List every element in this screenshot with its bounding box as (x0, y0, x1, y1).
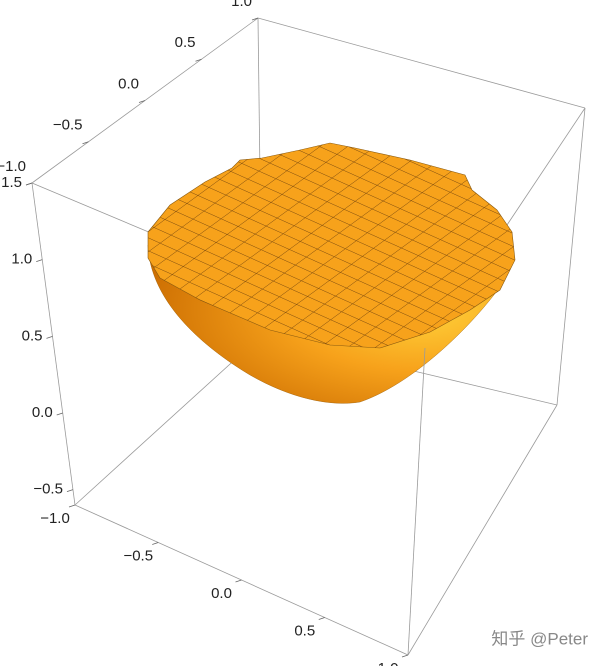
z-tick (25, 182, 33, 186)
x-tick-label: −1.0 (40, 510, 70, 527)
x-tick-label: −0.5 (123, 547, 153, 564)
mesh-line (148, 143, 436, 335)
z-tick-label: −0.5 (33, 481, 63, 498)
mesh-line (171, 143, 515, 173)
mesh-line (148, 143, 459, 348)
mesh-line (160, 143, 515, 181)
y-tick-label: 0.0 (118, 75, 139, 92)
mesh-line (148, 143, 515, 285)
axis-labels: −1.0 −0.5 0.0 0.5 1.0 −1.0 −0.5 0.0 0.5 1.0 −0.5 0.… (0, 0, 409, 666)
mesh-line (148, 143, 448, 348)
x-tick (68, 504, 76, 508)
x-tick (235, 579, 242, 583)
mesh-line (148, 143, 198, 227)
box-edge (407, 347, 426, 656)
mesh-line (148, 143, 470, 348)
mesh-line (148, 143, 515, 277)
mesh-line (148, 143, 470, 348)
mesh-line (148, 143, 492, 341)
mesh-line (148, 143, 515, 301)
x-tick-label: 0.5 (294, 622, 315, 639)
surface (147, 142, 516, 404)
box-edge (556, 107, 586, 406)
mesh-line (221, 143, 515, 348)
z-tick-label: 0.0 (32, 404, 53, 421)
z-tick-label: 1.0 (11, 251, 32, 268)
mesh-line (255, 143, 515, 348)
mesh-line (148, 143, 515, 309)
mesh-line (148, 143, 181, 220)
mesh-line (187, 143, 515, 348)
mesh-line (148, 143, 515, 317)
z-tick (36, 259, 43, 263)
watermark: 知乎 @Peter (491, 629, 588, 648)
mesh-line (238, 143, 515, 348)
z-tick-label: 1.5 (1, 174, 22, 191)
box-edge (74, 334, 263, 506)
y-tick (251, 17, 259, 21)
mesh-line (148, 143, 481, 348)
mesh-line (148, 143, 419, 328)
z-tick (46, 335, 53, 339)
mesh-line (148, 143, 437, 348)
x-tick (152, 542, 159, 545)
box-edge (257, 17, 586, 109)
z-tick-label: 0.5 (22, 327, 43, 344)
front-edges (407, 347, 426, 656)
z-tick (56, 412, 63, 416)
y-tick (195, 58, 202, 62)
y-tick-label: 1.0 (231, 0, 252, 10)
mesh-line (148, 143, 503, 333)
mesh-line (148, 143, 514, 325)
box-edge (31, 182, 76, 506)
surface-body (147, 231, 513, 404)
y-tick (82, 141, 89, 145)
mesh-line (272, 150, 515, 348)
mesh-line (148, 143, 515, 293)
box-edge (407, 404, 558, 656)
y-tick-label: −1.0 (0, 158, 26, 175)
x-tick (401, 654, 409, 658)
mesh-line (204, 143, 515, 348)
x-tick (318, 617, 325, 620)
y-tick-label: −0.5 (53, 117, 83, 134)
x-tick-label: 1.0 (378, 660, 399, 666)
mesh-line (148, 143, 453, 343)
x-tick-label: 0.0 (211, 585, 232, 602)
z-tick (66, 489, 74, 493)
y-tick-label: 0.5 (175, 34, 196, 51)
y-tick (138, 100, 146, 103)
